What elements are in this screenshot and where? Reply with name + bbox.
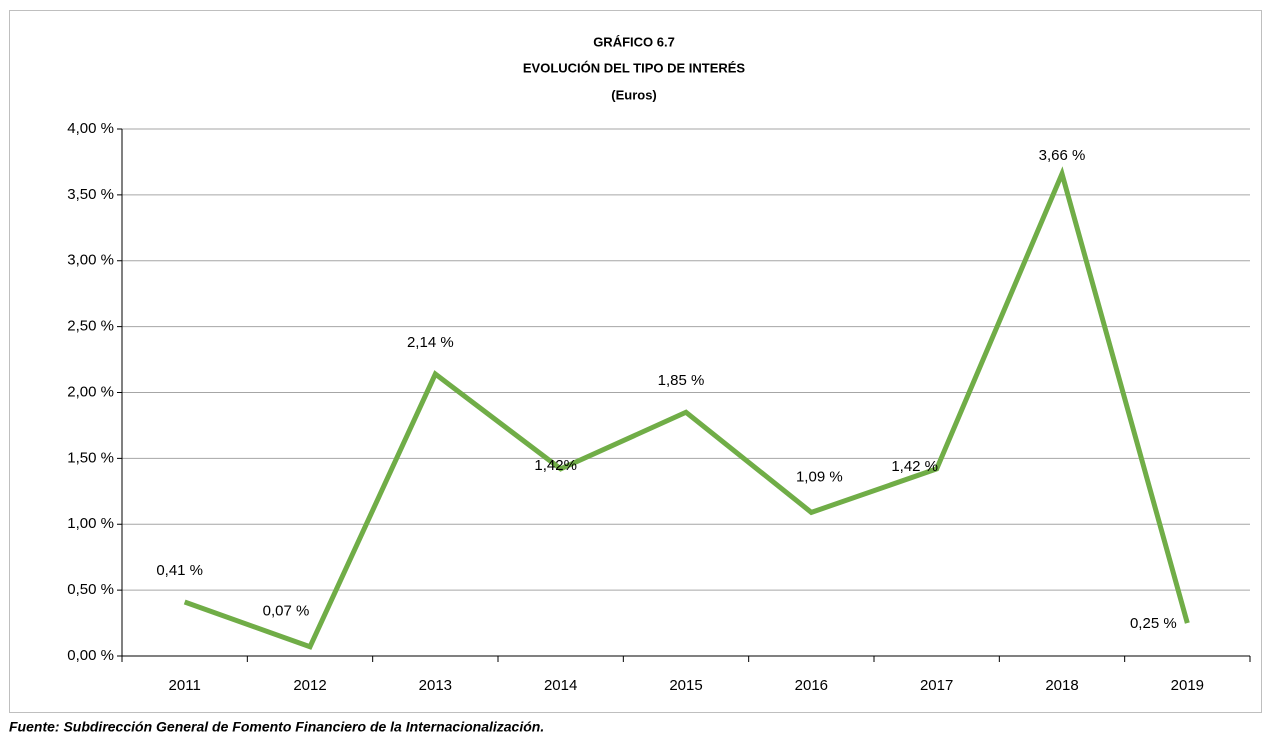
data-label: 3,66 % [1039, 147, 1086, 164]
y-tick-label: 2,50 % [67, 318, 114, 335]
source-note: Fuente: Subdirección General de Fomento … [9, 719, 544, 735]
y-tick-label: 0,50 % [67, 581, 114, 598]
y-tick-label: 1,50 % [67, 449, 114, 466]
y-tick-label: 1,00 % [67, 515, 114, 532]
x-tick-label: 2011 [169, 677, 201, 694]
chart-border [9, 10, 1262, 713]
x-tick-label: 2016 [795, 677, 828, 694]
x-tick-label: 2013 [419, 677, 452, 694]
x-tick-label: 2014 [544, 677, 577, 694]
data-label: 0,41 % [156, 562, 203, 579]
y-tick-label: 3,50 % [67, 186, 114, 203]
data-label: 1,09 % [796, 468, 843, 485]
data-label: 1,42 % [891, 458, 938, 475]
data-label: 0,25 % [1130, 615, 1177, 632]
data-label: 1,42% [534, 457, 577, 474]
y-tick-label: 4,00 % [67, 120, 114, 137]
chart-title: GRÁFICO 6.7 [593, 34, 675, 49]
x-tick-label: 2012 [293, 677, 326, 694]
data-label: 2,14 % [407, 334, 454, 351]
y-tick-label: 3,00 % [67, 252, 114, 269]
unit-note: (Euros) [611, 87, 657, 102]
x-tick-label: 2017 [920, 677, 953, 694]
chart-subtitle: EVOLUCIÓN DEL TIPO DE INTERÉS [523, 60, 746, 75]
line [183, 166, 1190, 650]
x-tick-label: 2019 [1171, 677, 1204, 694]
data-label: 0,07 % [263, 603, 310, 620]
data-label: 1,85 % [658, 372, 705, 389]
y-tick-label: 2,00 % [67, 383, 114, 400]
x-tick-label: 2018 [1045, 677, 1078, 694]
y-tick-label: 0,00 % [67, 647, 114, 664]
x-tick-label: 2015 [669, 677, 702, 694]
